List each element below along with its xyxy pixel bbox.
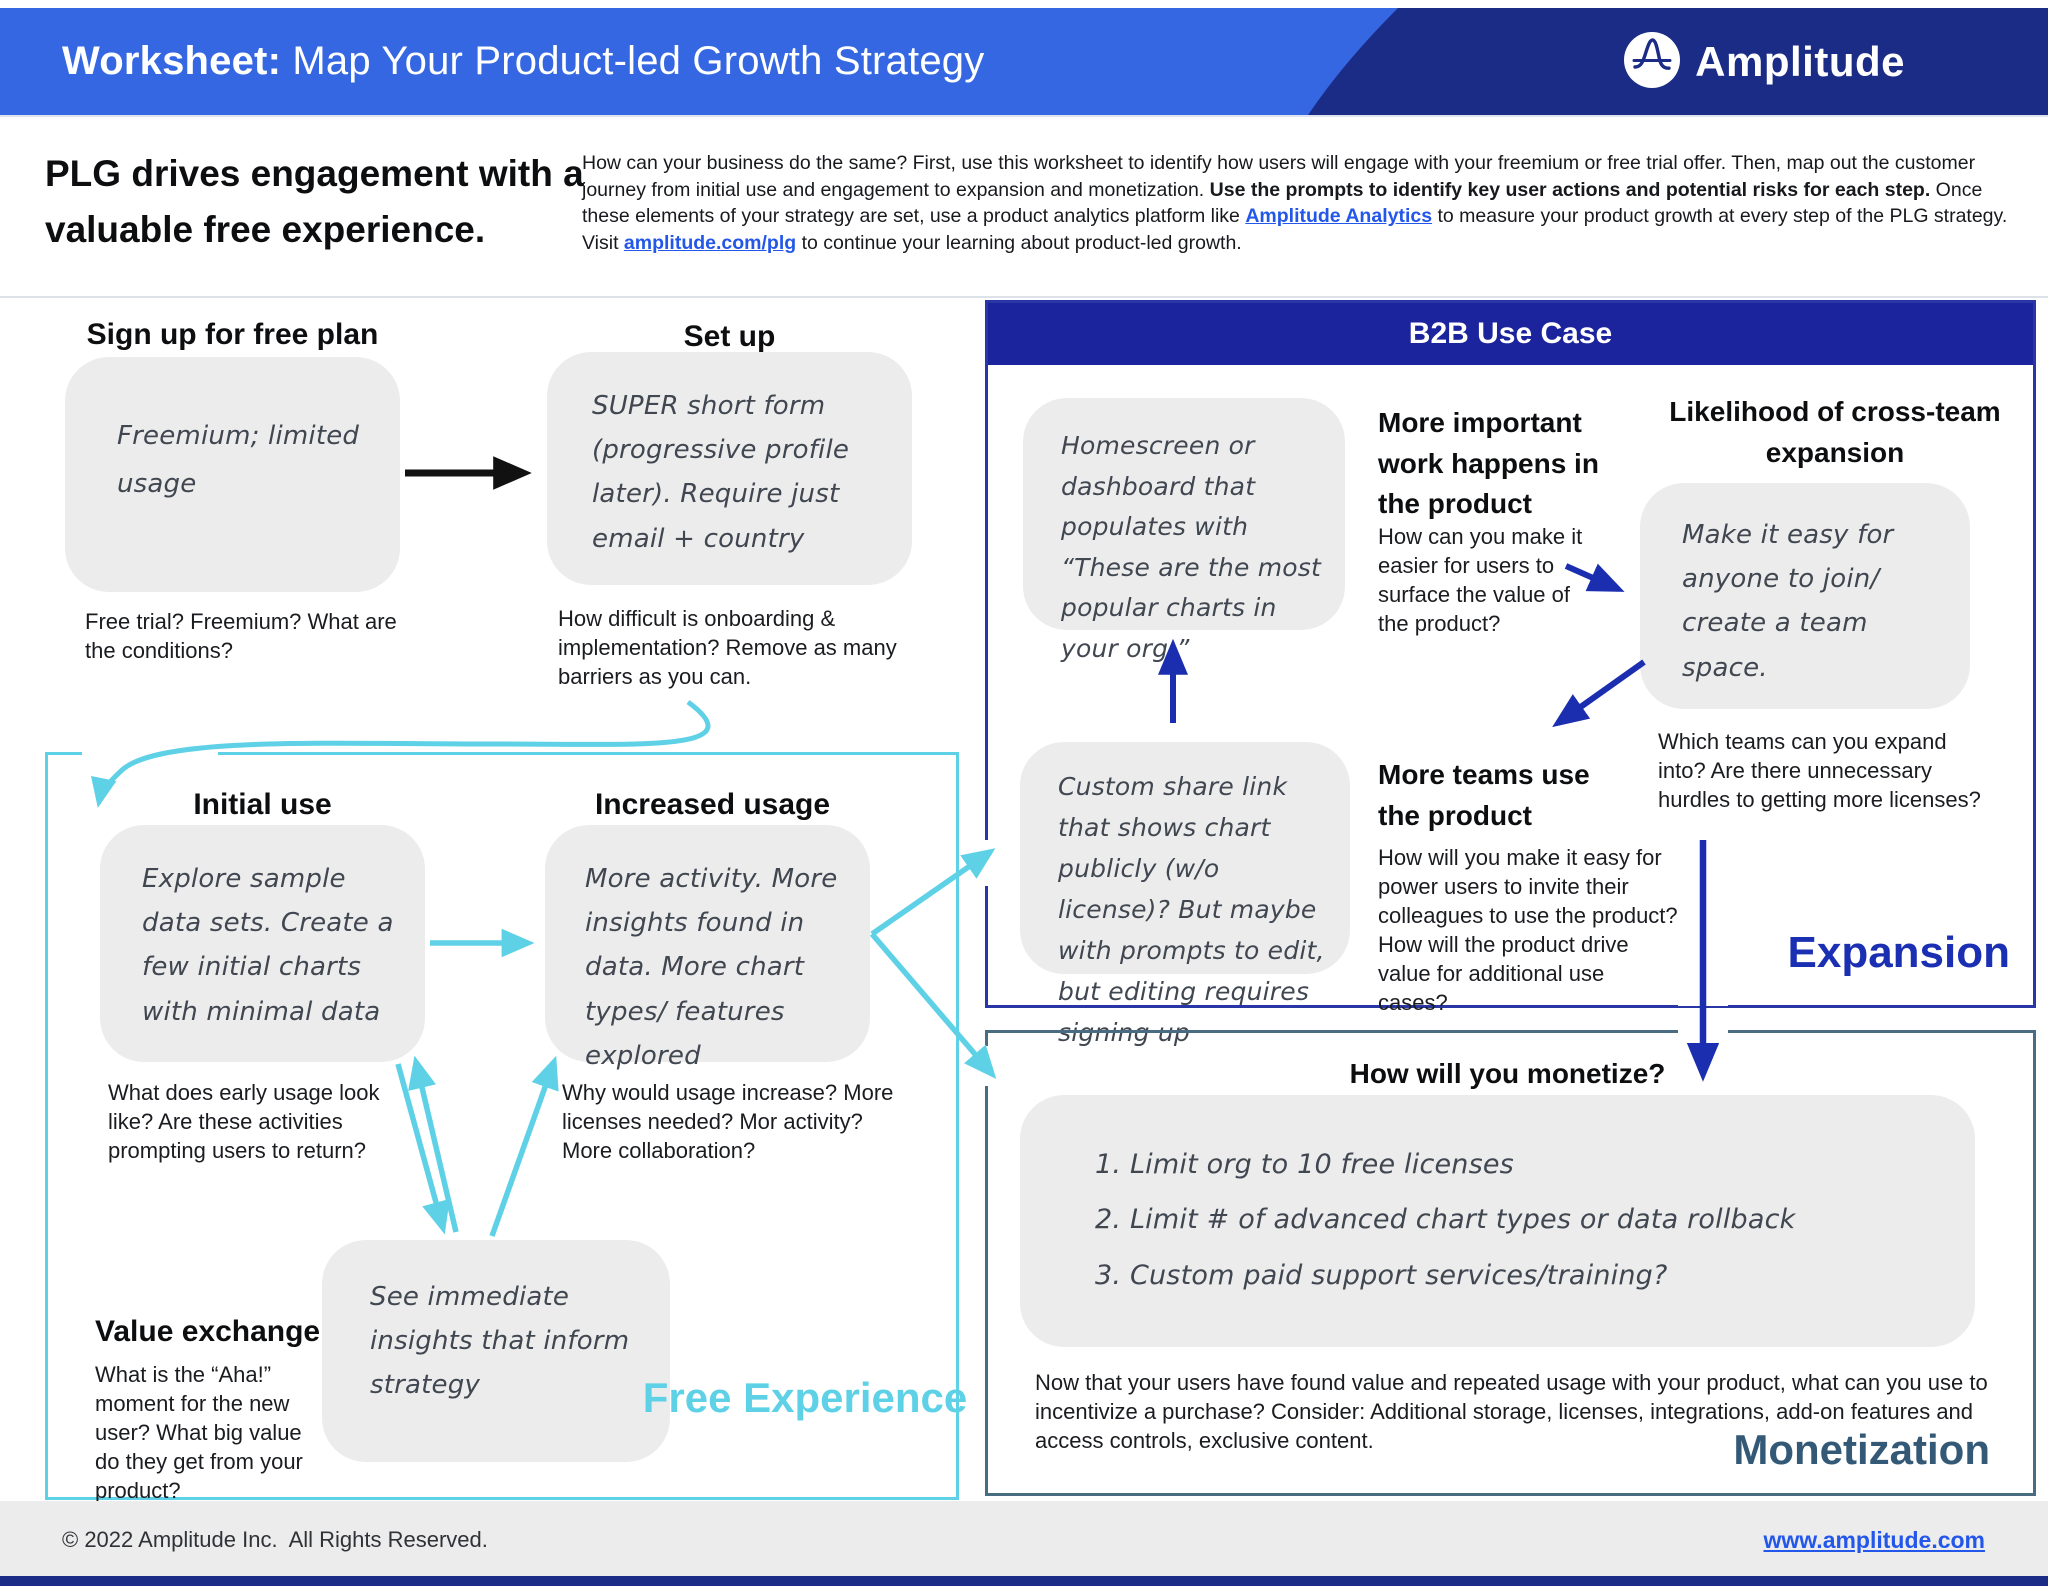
border-gap xyxy=(1678,997,1728,1006)
initial-use-note-box: Explore sample data sets. Create a few i… xyxy=(100,825,425,1062)
make-it-easy-note-text: Make it easy for anyone to join/ create … xyxy=(1682,520,1894,683)
more-teams-heading: More teams use the product xyxy=(1378,759,1590,831)
value-exchange-caption: What is the “Aha!” moment for the new us… xyxy=(95,1362,303,1504)
header-bar: Worksheet: Map Your Product-led Growth S… xyxy=(0,8,2048,117)
initial-use-caption: What does early usage look like? Are the… xyxy=(108,1080,380,1164)
increased-usage-note-box: More activity. More insights found in da… xyxy=(545,825,870,1071)
more-important-caption: How can you make it easier for users to … xyxy=(1378,524,1583,637)
make-it-easy-note-box: Make it easy for anyone to join/ create … xyxy=(1640,483,1970,709)
page-title: Worksheet: Map Your Product-led Growth S… xyxy=(62,8,984,115)
b2b-use-case-section: B2B Use Case xyxy=(985,300,2036,1008)
intro-divider xyxy=(0,296,2048,298)
value-exchange-note-text: See immediate insights that inform strat… xyxy=(370,1282,630,1401)
intro-text-run: Use the prompts to identify key user act… xyxy=(1209,178,1931,201)
initial-use-note-text: Explore sample data sets. Create a few i… xyxy=(142,864,394,1027)
monetize-note-box: 1. Limit org to 10 free licenses 2. Limi… xyxy=(1020,1095,1975,1347)
bottom-navy-strip xyxy=(0,1576,2048,1586)
signup-caption: Free trial? Freemium? What are the condi… xyxy=(85,609,397,664)
share-link-note-box: Custom share link that shows chart publi… xyxy=(1020,742,1350,1047)
signup-note-box: Freemium; limited usage xyxy=(65,357,400,592)
value-exchange-note-box: See immediate insights that inform strat… xyxy=(322,1240,670,1462)
footer-copyright: © 2022 Amplitude Inc. All Rights Reserve… xyxy=(62,1527,488,1552)
setup-caption: How difficult is onboarding & implementa… xyxy=(558,606,897,690)
monetize-item-1: 1. Limit org to 10 free licenses xyxy=(1095,1149,1514,1180)
amplitude-logo-text: Amplitude xyxy=(1695,38,1905,85)
monetize-heading: How will you monetize? xyxy=(1349,1058,1666,1089)
page-title-rest: Map Your Product-led Growth Strategy xyxy=(281,39,985,83)
page-title-prefix: Worksheet: xyxy=(62,39,282,83)
monetize-item-3: 3. Custom paid support services/training… xyxy=(1095,1259,1668,1291)
border-gap xyxy=(981,840,992,886)
border-gap xyxy=(981,1046,992,1086)
monetize-item-2: 2. Limit # of advanced chart types or da… xyxy=(1095,1204,1796,1236)
increased-usage-note-text: More activity. More insights found in da… xyxy=(585,864,838,1071)
free-experience-section-label: Free Experience xyxy=(642,1374,968,1421)
signup-label: Sign up for free plan xyxy=(86,318,379,351)
b2b-header-bar: B2B Use Case xyxy=(988,303,2033,365)
amplitude-logo-icon xyxy=(1623,31,1681,94)
which-teams-caption: Which teams can you expand into? Are the… xyxy=(1658,729,1981,813)
increased-usage-label: Increased usage xyxy=(594,788,831,821)
value-exchange-label: Value exchange xyxy=(95,1315,321,1348)
share-link-note-text: Custom share link that shows chart publi… xyxy=(1058,772,1325,1047)
amplitude-com-plg-link[interactable]: amplitude.com/plg xyxy=(623,232,797,255)
likelihood-heading: Likelihood of cross-team expansion xyxy=(1669,396,2001,468)
more-important-heading: More important work happens in the produ… xyxy=(1378,407,1599,520)
setup-label: Set up xyxy=(683,320,776,353)
setup-note-text: SUPER short form (progressive profile la… xyxy=(592,391,850,554)
monetization-section xyxy=(985,1030,2036,1496)
homescreen-note-text: Homescreen or dashboard that populates w… xyxy=(1061,431,1321,663)
intro-text-run: to continue your learning about product-… xyxy=(796,232,1242,255)
homescreen-note-box: Homescreen or dashboard that populates w… xyxy=(1023,398,1345,663)
footer-bar: © 2022 Amplitude Inc. All Rights Reserve… xyxy=(0,1501,2048,1586)
intro-text-run: to measure your product growth at every … xyxy=(582,205,2008,255)
intro-text-run: How can your business do the same? First… xyxy=(582,152,1976,201)
more-teams-caption: How will you make it easy for power user… xyxy=(1378,845,1678,1016)
amplitude-analytics-link[interactable]: Amplitude Analytics xyxy=(1245,205,1433,228)
initial-use-label: Initial use xyxy=(193,788,332,821)
plg-heading: PLG drives engagement with a valuable fr… xyxy=(45,153,584,250)
expansion-section-label: Expansion xyxy=(1787,928,2011,977)
setup-note-box: SUPER short form (progressive profile la… xyxy=(547,352,912,585)
monetization-section-label: Monetization xyxy=(1733,1426,1990,1473)
intro-paragraph: How can your business do the same? First… xyxy=(582,150,2014,257)
monetize-caption: Now that your users have found value and… xyxy=(1035,1370,1988,1454)
border-gap xyxy=(82,748,218,757)
footer-website-link[interactable]: www.amplitude.com xyxy=(1763,1527,1985,1553)
increased-usage-caption: Why would usage increase? More licenses … xyxy=(562,1080,894,1164)
border-gap xyxy=(1678,1026,1728,1036)
signup-note-text: Freemium; limited usage xyxy=(117,421,360,500)
amplitude-logo: Amplitude xyxy=(1623,31,1905,94)
intro-text-run: Once these elements of your strategy are… xyxy=(582,178,1983,228)
